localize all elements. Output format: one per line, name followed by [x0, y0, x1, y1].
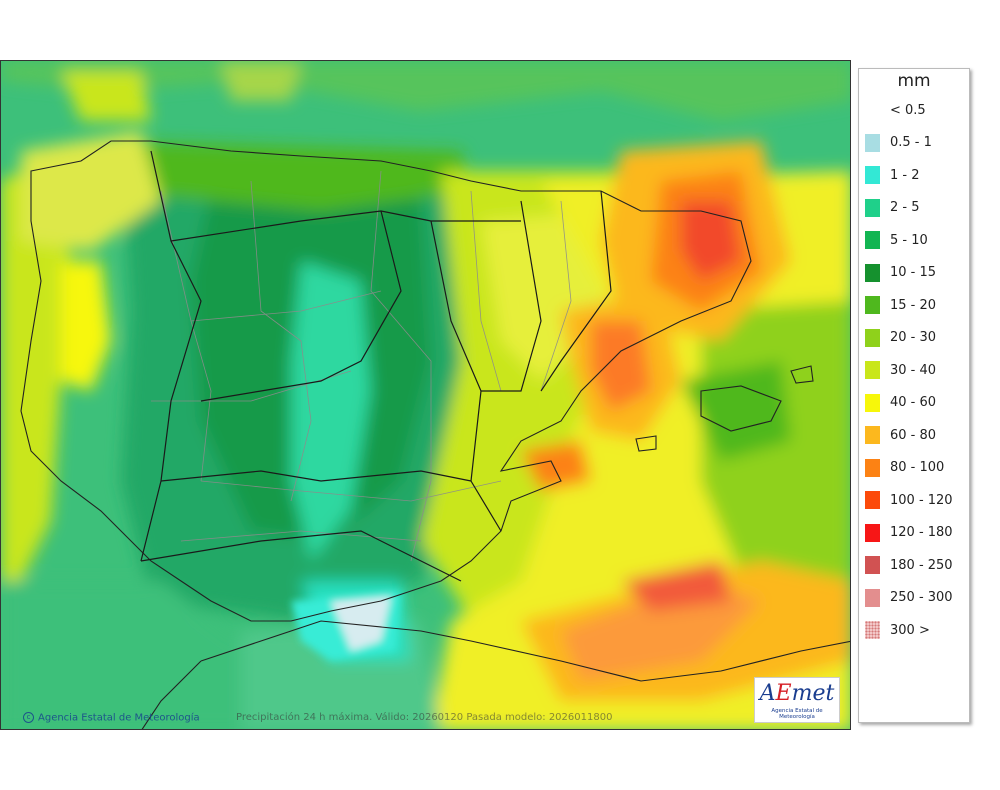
map-caption: Precipitación 24 h máxima. Válido: 20260…: [236, 712, 613, 723]
legend-swatch: [865, 166, 880, 184]
legend-swatch: [865, 458, 880, 477]
legend-item: 15 - 20: [865, 296, 936, 314]
legend-label: 5 - 10: [890, 232, 928, 248]
legend-label: 40 - 60: [890, 395, 937, 410]
legend-item: 250 - 300: [865, 588, 953, 607]
legend-label: 30 - 40: [890, 362, 937, 378]
legend-swatch: [865, 296, 880, 314]
legend-label: 250 - 300: [890, 590, 953, 605]
legend-label: 10 - 15: [890, 265, 937, 280]
legend-swatch: [865, 393, 880, 412]
legend-item: 2 - 5: [865, 198, 920, 217]
legend-swatch: [865, 133, 880, 152]
malaga-patch: [291, 591, 401, 661]
legend-item: 40 - 60: [865, 393, 937, 412]
legend-label: 60 - 80: [890, 427, 937, 443]
precip-field: [1, 61, 850, 729]
legend-swatch: [865, 263, 880, 282]
legend-item: 300 >: [865, 621, 930, 639]
legend-item: 20 - 30: [865, 328, 937, 347]
legend-label: 15 - 20: [890, 297, 937, 313]
aemet-logo: AEmet Agencia Estatal de Meteorología: [754, 677, 840, 723]
legend-swatch: [865, 198, 880, 217]
legend-item: 100 - 120: [865, 491, 953, 509]
legend-swatch: [865, 361, 880, 379]
legend-item: 80 - 100: [865, 458, 945, 477]
logo-wordmark: AEmet: [759, 681, 835, 706]
legend-label: 300 >: [890, 622, 930, 638]
copyright-icon: c: [23, 711, 34, 723]
legend-swatch: [865, 588, 880, 607]
legend-item: 1 - 2: [865, 166, 920, 184]
legend-item: 30 - 40: [865, 361, 936, 379]
logo-subtitle: Agencia Estatal de Meteorología: [771, 708, 823, 720]
coastlines: [20, 140, 850, 729]
legend-label: 80 - 100: [890, 460, 945, 475]
legend-swatch: [865, 556, 880, 574]
copyright-notice: c Agencia Estatal de Meteorología: [23, 711, 200, 723]
legend-label: 20 - 30: [890, 330, 937, 345]
legend-item: 180 - 250: [865, 556, 953, 574]
precipitation-map: c Agencia Estatal de Meteorología Precipi…: [0, 60, 851, 730]
legend-item: 120 - 180: [865, 523, 953, 542]
legend-item: 60 - 80: [865, 426, 936, 444]
legend-label: 120 - 180: [890, 525, 953, 540]
precipitation-legend: mm < 0.5 0.5 - 1 1 - 2 2 - 5 5 - 10 10 - 15 15…: [858, 68, 970, 723]
legend-label: 2 - 5: [890, 200, 920, 215]
legend-item: 10 - 15: [865, 263, 937, 282]
legend-label: 180 - 250: [890, 557, 953, 573]
legend-item: < 0.5: [865, 101, 926, 119]
legend-swatch: [865, 426, 880, 444]
community-borders: [140, 150, 612, 582]
legend-unit: mm: [897, 71, 931, 91]
legend-item: 0.5 - 1: [865, 133, 932, 152]
legend-label: 0.5 - 1: [890, 135, 932, 150]
legend-swatch: [865, 523, 880, 542]
legend-swatch: [865, 491, 880, 509]
map-canvas: [1, 61, 850, 729]
legend-swatch: [865, 328, 880, 347]
legend-swatch: [865, 621, 880, 639]
copyright-text: Agencia Estatal de Meteorología: [38, 712, 200, 723]
legend-swatch: [865, 231, 880, 249]
legend-item: 5 - 10: [865, 231, 928, 249]
legend-label: 1 - 2: [890, 167, 920, 183]
regional-borders: [151, 170, 572, 562]
legend-label: 100 - 120: [890, 492, 953, 508]
legend-label: < 0.5: [890, 102, 926, 118]
